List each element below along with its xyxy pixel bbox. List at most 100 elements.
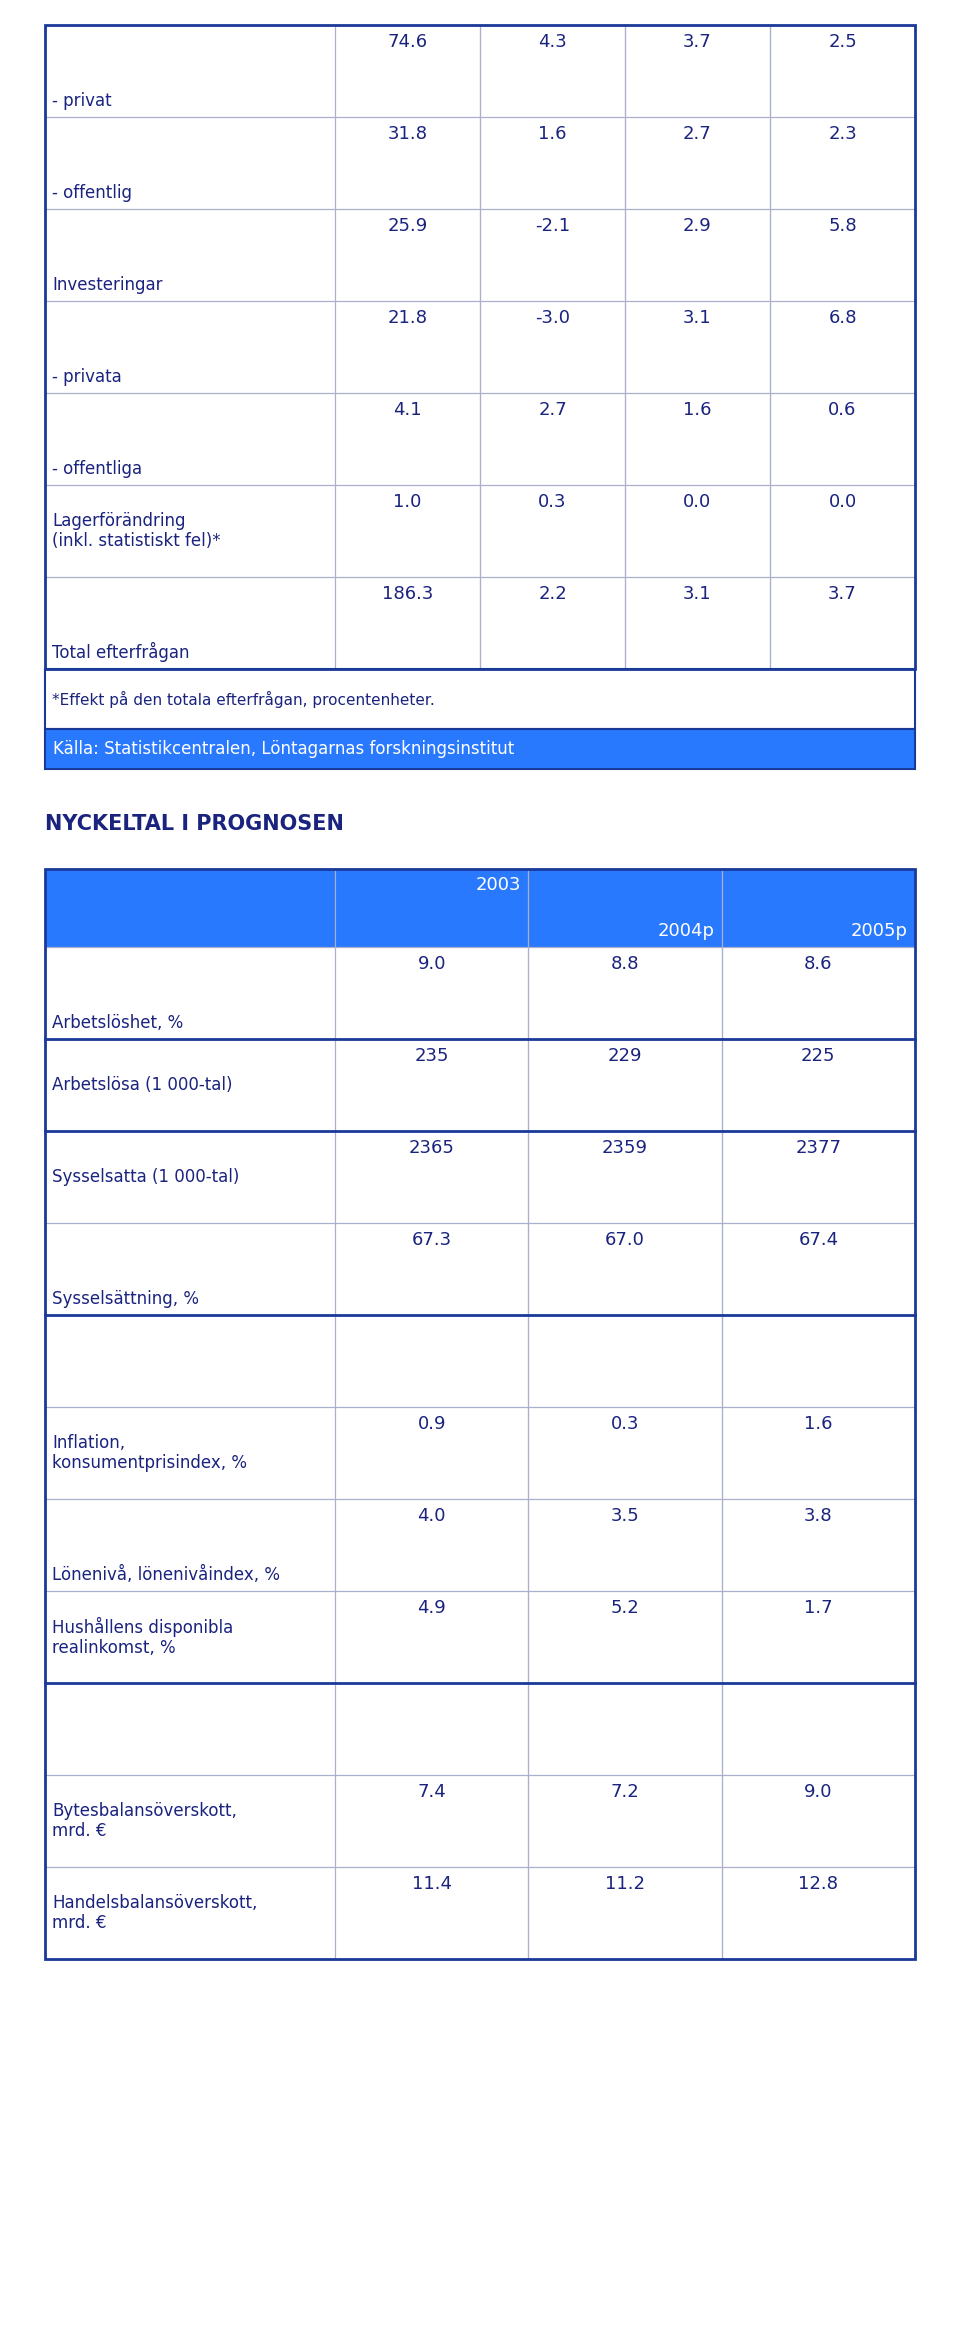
- Text: 0.3: 0.3: [539, 494, 566, 510]
- Bar: [528, 1222, 722, 1316]
- Text: NYCKELTAL I PROGNOSEN: NYCKELTAL I PROGNOSEN: [45, 815, 344, 833]
- Text: 67.4: 67.4: [799, 1231, 838, 1250]
- Text: 186.3: 186.3: [382, 585, 433, 604]
- Bar: [335, 302, 480, 393]
- Text: Investeringar: Investeringar: [52, 276, 162, 295]
- Bar: [335, 948, 528, 1039]
- Text: 7.2: 7.2: [611, 1784, 639, 1800]
- Text: - offentlig: - offentlig: [52, 185, 132, 201]
- Bar: [722, 1316, 915, 1407]
- Text: 67.0: 67.0: [605, 1231, 645, 1250]
- Bar: [722, 1498, 915, 1592]
- Bar: [722, 1683, 915, 1774]
- Bar: [335, 576, 480, 670]
- Bar: [770, 485, 915, 576]
- Text: - privat: - privat: [52, 91, 111, 110]
- Bar: [45, 948, 335, 1039]
- Bar: [770, 576, 915, 670]
- Text: Hushållens disponibla
realinkomst, %: Hushållens disponibla realinkomst, %: [52, 1618, 233, 1657]
- Text: - offentliga: - offentliga: [52, 459, 142, 478]
- Text: 235: 235: [415, 1046, 449, 1065]
- Bar: [335, 1498, 528, 1592]
- Text: 0.0: 0.0: [828, 494, 856, 510]
- Text: 1.0: 1.0: [394, 494, 421, 510]
- Text: 2377: 2377: [795, 1140, 841, 1156]
- Text: 1.6: 1.6: [804, 1414, 832, 1433]
- Text: 9.0: 9.0: [418, 955, 445, 974]
- Text: 0.9: 0.9: [418, 1414, 445, 1433]
- Bar: [722, 948, 915, 1039]
- Bar: [528, 1774, 722, 1868]
- Bar: [722, 1039, 915, 1131]
- Bar: [45, 1316, 335, 1407]
- Text: 2.7: 2.7: [539, 400, 566, 419]
- Bar: [480, 576, 625, 670]
- Bar: [335, 1868, 528, 1959]
- Bar: [45, 1868, 335, 1959]
- Bar: [480, 485, 625, 576]
- Bar: [45, 26, 915, 670]
- Bar: [625, 117, 770, 208]
- Bar: [45, 670, 915, 728]
- Text: - privata: - privata: [52, 368, 122, 386]
- Bar: [625, 393, 770, 485]
- Text: 0.0: 0.0: [684, 494, 711, 510]
- Text: 4.3: 4.3: [539, 33, 566, 52]
- Bar: [625, 576, 770, 670]
- Bar: [722, 869, 915, 948]
- Text: Arbetslösa (1 000-tal): Arbetslösa (1 000-tal): [52, 1077, 232, 1093]
- Bar: [722, 1774, 915, 1868]
- Text: 3.1: 3.1: [684, 309, 711, 328]
- Bar: [45, 208, 335, 302]
- Bar: [335, 117, 480, 208]
- Bar: [45, 485, 335, 576]
- Bar: [770, 393, 915, 485]
- Text: 225: 225: [801, 1046, 835, 1065]
- Bar: [528, 1316, 722, 1407]
- Text: 1.6: 1.6: [539, 124, 566, 143]
- Text: 2003: 2003: [476, 876, 521, 894]
- Bar: [45, 728, 915, 768]
- Text: -2.1: -2.1: [535, 218, 570, 234]
- Bar: [45, 869, 915, 1959]
- Bar: [480, 393, 625, 485]
- Text: 0.3: 0.3: [611, 1414, 639, 1433]
- Bar: [335, 1316, 528, 1407]
- Bar: [770, 117, 915, 208]
- Bar: [335, 26, 480, 117]
- Text: 5.2: 5.2: [611, 1599, 639, 1618]
- Text: 9.0: 9.0: [804, 1784, 832, 1800]
- Text: 67.3: 67.3: [412, 1231, 452, 1250]
- Bar: [45, 576, 335, 670]
- Text: 3.7: 3.7: [828, 585, 857, 604]
- Text: 1.6: 1.6: [684, 400, 711, 419]
- Text: 7.4: 7.4: [418, 1784, 446, 1800]
- Text: 2.2: 2.2: [539, 585, 566, 604]
- Bar: [480, 26, 625, 117]
- Bar: [528, 869, 722, 948]
- Bar: [45, 869, 335, 948]
- Bar: [45, 117, 335, 208]
- Text: *Effekt på den totala efterfrågan, procentenheter.: *Effekt på den totala efterfrågan, proce…: [52, 691, 435, 707]
- Text: 0.6: 0.6: [828, 400, 856, 419]
- Bar: [528, 1498, 722, 1592]
- Bar: [722, 1868, 915, 1959]
- Text: Källa: Statistikcentralen, Löntagarnas forskningsinstitut: Källa: Statistikcentralen, Löntagarnas f…: [53, 740, 515, 758]
- Bar: [770, 208, 915, 302]
- Bar: [722, 1222, 915, 1316]
- Text: 11.2: 11.2: [605, 1875, 645, 1894]
- Text: 8.6: 8.6: [804, 955, 832, 974]
- Text: Inflation,
konsumentprisindex, %: Inflation, konsumentprisindex, %: [52, 1433, 247, 1472]
- Bar: [770, 302, 915, 393]
- Bar: [528, 1592, 722, 1683]
- Bar: [45, 1774, 335, 1868]
- Bar: [45, 1592, 335, 1683]
- Bar: [528, 948, 722, 1039]
- Text: 74.6: 74.6: [388, 33, 427, 52]
- Bar: [335, 485, 480, 576]
- Bar: [45, 393, 335, 485]
- Text: 3.1: 3.1: [684, 585, 711, 604]
- Bar: [480, 302, 625, 393]
- Text: 2359: 2359: [602, 1140, 648, 1156]
- Text: 229: 229: [608, 1046, 642, 1065]
